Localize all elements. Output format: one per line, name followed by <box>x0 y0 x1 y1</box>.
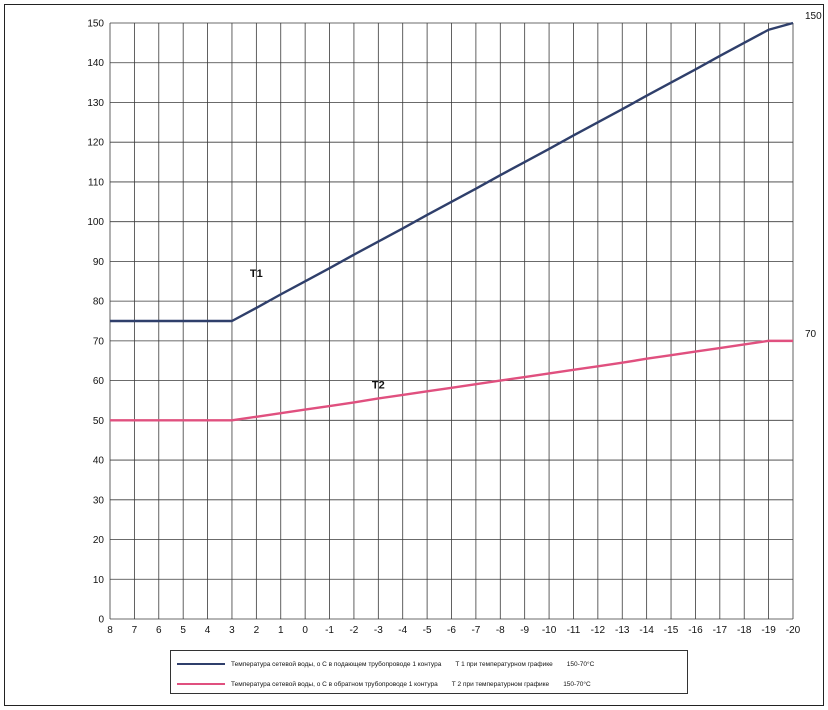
x-tick-label: -6 <box>447 625 456 636</box>
y-tick-label: 40 <box>93 456 105 467</box>
annotation-label: T2 <box>372 379 385 391</box>
x-tick-label: -11 <box>567 625 581 636</box>
x-tick-label: -9 <box>520 625 529 636</box>
annotation-label: 150 <box>805 11 822 22</box>
x-tick-label: 0 <box>302 625 308 636</box>
y-tick-label: 70 <box>93 336 105 347</box>
x-tick-label: -20 <box>786 625 801 636</box>
x-tick-label: -4 <box>398 625 407 636</box>
grid <box>109 22 794 620</box>
y-tick-label: 140 <box>87 58 104 69</box>
x-tick-label: -2 <box>349 625 358 636</box>
x-tick-label: -3 <box>374 625 383 636</box>
x-axis: 8 7 6 5 4 3 2 1 0 -1 -2 -3 -4 -5 -6 -7 -8 -9 -10 -11 -12 -13-… <box>107 625 800 636</box>
x-tick-label: 8 <box>107 625 113 636</box>
y-tick-label: 130 <box>87 98 104 109</box>
x-tick-label: 2 <box>254 625 260 636</box>
legend-schedule-t2: 150-70°С <box>563 680 591 688</box>
legend-swatch-t2 <box>177 683 225 685</box>
y-tick-label: 0 <box>98 615 104 626</box>
x-tick-label: -17 <box>713 625 728 636</box>
y-tick-label: 90 <box>93 257 105 268</box>
x-tick-label: -16 <box>688 625 703 636</box>
x-tick-label: -15 <box>664 625 679 636</box>
y-tick-label: 120 <box>87 138 104 149</box>
x-tick-label: -12 <box>591 625 606 636</box>
x-tick-label: -13 <box>615 625 630 636</box>
y-axis: 0 10 20 30 40 50 60 70 80 90 100 110 120 130 140 150 <box>87 19 104 626</box>
x-tick-label: -18 <box>737 625 752 636</box>
legend-schedule-t1: 150-70°С <box>566 660 595 668</box>
legend-label-t2: Температура сетевой воды, о С в обратном… <box>231 680 438 688</box>
legend-entry-t1: Температура сетевой воды, о С в подающем… <box>177 657 608 671</box>
annotation-label: 70 <box>805 329 817 340</box>
annotations: T1 T2 150 70 <box>250 11 822 391</box>
annotation-label: T1 <box>250 268 263 280</box>
y-tick-label: 110 <box>88 177 104 188</box>
legend-swatch-t1 <box>177 663 225 665</box>
series-layer <box>109 21 794 422</box>
y-tick-label: 150 <box>87 19 104 30</box>
x-tick-label: 3 <box>229 625 235 636</box>
chart-legend: Температура сетевой воды, о С в подающем… <box>170 650 688 694</box>
x-tick-label: 7 <box>132 625 138 636</box>
y-tick-label: 30 <box>93 495 105 506</box>
chart-frame <box>4 4 824 706</box>
x-tick-label: -10 <box>542 625 557 636</box>
legend-entry-t2: Температура сетевой воды, о С в обратном… <box>177 677 605 691</box>
legend-label-t1: Температура сетевой воды, о С в подающем… <box>231 660 442 668</box>
x-tick-label: -14 <box>639 625 654 636</box>
x-tick-label: 4 <box>205 625 211 636</box>
legend-curve-t2: Т 2 при температурном графике <box>451 680 550 688</box>
x-tick-label: -19 <box>761 625 776 636</box>
x-tick-label: 5 <box>180 625 186 636</box>
x-tick-label: 6 <box>156 625 162 636</box>
y-tick-label: 20 <box>93 535 105 546</box>
y-tick-label: 50 <box>93 416 105 427</box>
y-tick-label: 10 <box>93 575 105 586</box>
x-tick-label: -8 <box>496 625 505 636</box>
y-tick-label: 80 <box>93 297 105 308</box>
x-tick-label: -5 <box>423 625 432 636</box>
x-tick-label: 1 <box>278 625 284 636</box>
x-tick-label: -1 <box>325 625 334 636</box>
x-tick-label: -7 <box>471 625 480 636</box>
legend-curve-t1: Т 1 при температурном графике <box>455 660 553 668</box>
y-tick-label: 60 <box>93 376 105 387</box>
y-tick-label: 100 <box>87 217 104 228</box>
